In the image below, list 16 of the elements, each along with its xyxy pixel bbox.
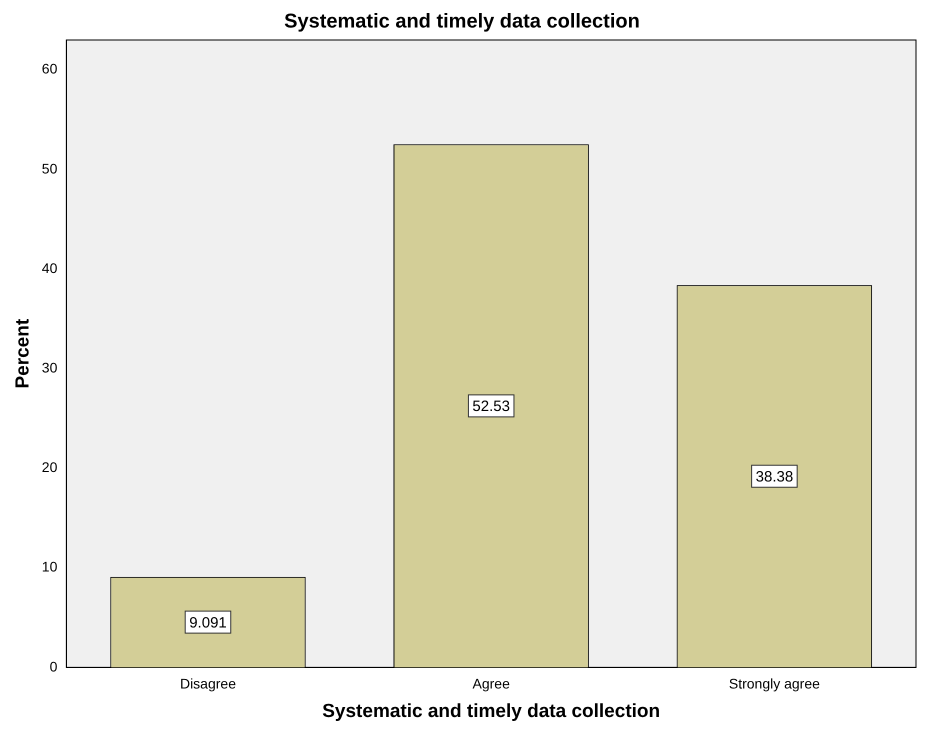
y-axis-title: Percent — [12, 318, 34, 389]
chart-title: Systematic and timely data collection — [284, 10, 640, 33]
y-tick-label: 40 — [42, 260, 58, 276]
x-axis-title: Systematic and timely data collection — [322, 700, 660, 722]
data-label: 52.53 — [472, 398, 510, 415]
x-tick-label: Disagree — [180, 676, 236, 692]
y-tick-label: 30 — [42, 359, 58, 376]
y-tick-label: 60 — [42, 60, 58, 77]
y-tick-label: 50 — [42, 160, 58, 176]
x-tick-label: Strongly agree — [728, 676, 820, 692]
y-tick-label: 0 — [50, 658, 58, 674]
data-label: 9.091 — [189, 614, 227, 632]
y-tick-label: 20 — [42, 459, 58, 476]
data-label: 38.38 — [756, 468, 794, 486]
y-tick-label: 10 — [42, 558, 58, 575]
x-tick-label: Agree — [472, 676, 510, 692]
